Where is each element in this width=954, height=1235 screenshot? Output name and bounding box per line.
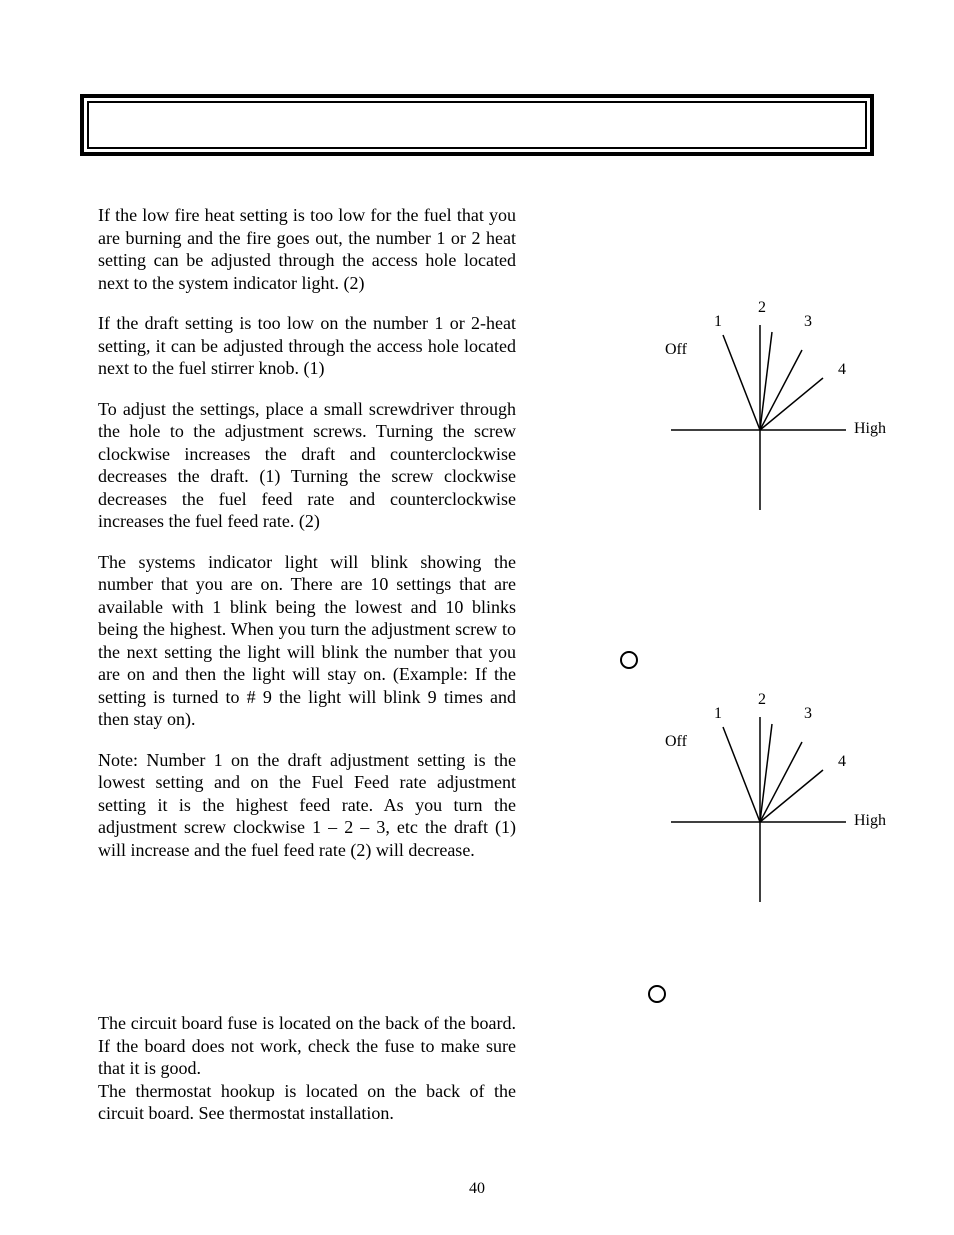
lower-text-column: The circuit board fuse is located on the… bbox=[98, 1012, 516, 1125]
svg-text:4: 4 bbox=[838, 753, 846, 770]
paragraph-3: To adjust the settings, place a small sc… bbox=[98, 398, 516, 533]
svg-text:Off: Off bbox=[665, 341, 688, 358]
paragraph-1: If the low fire heat setting is too low … bbox=[98, 204, 516, 294]
paragraph-4: The systems indicator light will blink s… bbox=[98, 551, 516, 731]
circle-marker-2 bbox=[648, 985, 666, 1003]
svg-text:High: High bbox=[854, 812, 886, 829]
dial-diagram-1: Off 1 2 3 4 High bbox=[610, 290, 910, 535]
paragraph-6: The circuit board fuse is located on the… bbox=[98, 1012, 516, 1080]
svg-text:3: 3 bbox=[804, 705, 812, 722]
circle-marker-1 bbox=[620, 651, 638, 669]
page-number: 40 bbox=[0, 1180, 954, 1198]
dial-diagram-2: Off 1 2 3 4 High bbox=[610, 682, 910, 927]
dial-svg-1: Off 1 2 3 4 High bbox=[610, 290, 910, 530]
svg-text:2: 2 bbox=[758, 299, 766, 316]
header-box bbox=[80, 94, 874, 156]
svg-text:2: 2 bbox=[758, 691, 766, 708]
svg-text:High: High bbox=[854, 420, 886, 437]
paragraph-2: If the draft setting is too low on the n… bbox=[98, 312, 516, 380]
paragraph-7: The thermostat hookup is located on the … bbox=[98, 1080, 516, 1125]
svg-text:1: 1 bbox=[714, 313, 722, 330]
svg-text:1: 1 bbox=[714, 705, 722, 722]
main-text-column: If the low fire heat setting is too low … bbox=[98, 204, 516, 861]
page-container: If the low fire heat setting is too low … bbox=[0, 0, 954, 1235]
svg-text:Off: Off bbox=[665, 733, 688, 750]
dial-svg-2: Off 1 2 3 4 High bbox=[610, 682, 910, 922]
svg-text:4: 4 bbox=[838, 361, 846, 378]
paragraph-5: Note: Number 1 on the draft adjustment s… bbox=[98, 749, 516, 862]
svg-text:3: 3 bbox=[804, 313, 812, 330]
